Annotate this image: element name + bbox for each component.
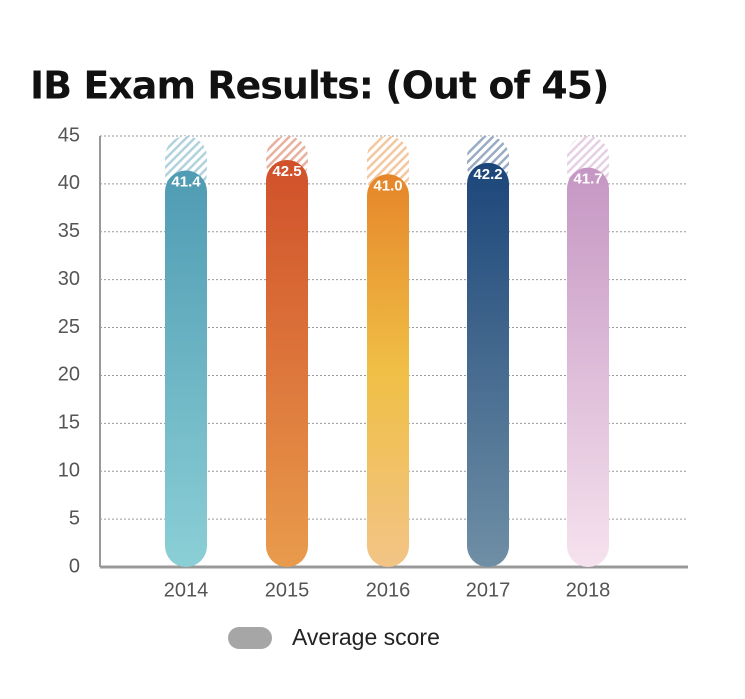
y-tick-label: 15 [58,412,80,434]
chart-title: IB Exam Results: (Out of 45) [30,64,608,108]
bar [165,170,207,568]
value-label: 41.4 [171,173,201,190]
y-tick-label: 25 [58,316,80,338]
x-tick-label: 2015 [265,579,310,601]
x-tick-label: 2018 [566,579,611,601]
legend-label: Average score [292,624,440,650]
value-label: 42.5 [272,163,301,180]
y-tick-label: 5 [69,507,80,529]
value-label: 41.7 [573,171,602,188]
y-tick-label: 40 [58,172,80,194]
bar [266,159,308,567]
y-tick-label: 45 [58,124,80,146]
y-tick-label: 35 [58,220,80,242]
value-label: 41.0 [373,177,402,194]
bar [467,162,509,567]
value-label: 42.2 [473,166,502,183]
y-tick-label: 10 [58,460,80,482]
bar [567,167,609,567]
y-tick-label: 20 [58,364,80,386]
bar [367,174,409,568]
legend-swatch [228,627,272,649]
x-tick-label: 2016 [366,579,411,601]
x-tick-label: 2014 [164,579,209,601]
x-tick-label: 2017 [466,579,511,601]
y-tick-label: 0 [69,555,80,577]
y-tick-label: 30 [58,268,80,290]
